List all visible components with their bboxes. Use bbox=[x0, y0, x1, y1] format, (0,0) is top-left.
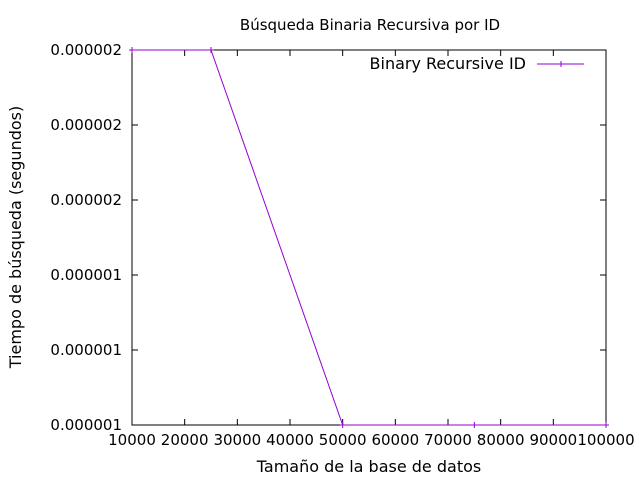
x-tick-label: 50000 bbox=[319, 431, 367, 449]
legend-marker bbox=[558, 61, 564, 67]
x-tick-label: 70000 bbox=[424, 431, 472, 449]
series-layer bbox=[129, 47, 609, 428]
x-axis-label: Tamaño de la base de datos bbox=[256, 457, 481, 476]
y-tick-label: 0.000001 bbox=[50, 341, 122, 359]
data-point bbox=[339, 422, 346, 428]
series-line bbox=[132, 49, 606, 426]
y-axis: 0.000001 0.000001 0.000001 0.000002 0.000002… bbox=[50, 41, 606, 434]
x-tick-label: 30000 bbox=[213, 431, 261, 449]
x-tick-label: 80000 bbox=[477, 431, 525, 449]
legend: Binary Recursive ID bbox=[370, 54, 584, 73]
x-tick-label: 60000 bbox=[371, 431, 419, 449]
y-tick-label: 0.000002 bbox=[50, 191, 122, 209]
plot-border bbox=[131, 49, 607, 426]
x-tick-label: 40000 bbox=[266, 431, 314, 449]
chart-title: Búsqueda Binaria Recursiva por ID bbox=[240, 16, 500, 34]
y-tick-label: 0.000001 bbox=[50, 416, 122, 434]
legend-label: Binary Recursive ID bbox=[370, 54, 526, 73]
data-point bbox=[129, 47, 135, 53]
x-tick-label: 20000 bbox=[161, 431, 209, 449]
y-tick-label: 0.000002 bbox=[50, 41, 122, 59]
y-tick-label: 0.000001 bbox=[50, 266, 122, 284]
x-tick-label: 10000 bbox=[108, 431, 156, 449]
y-tick-label: 0.000002 bbox=[50, 116, 122, 134]
x-tick-label: 90000 bbox=[529, 431, 577, 449]
x-tick-label: 100000 bbox=[577, 431, 634, 449]
y-axis-label: Tiempo de búsqueda (segundos) bbox=[6, 106, 25, 369]
x-axis: 10000 20000 30000 40000 50000 60000 70000 80000… bbox=[108, 50, 635, 449]
data-point bbox=[603, 422, 609, 428]
data-point bbox=[208, 47, 214, 53]
data-point bbox=[471, 422, 478, 428]
